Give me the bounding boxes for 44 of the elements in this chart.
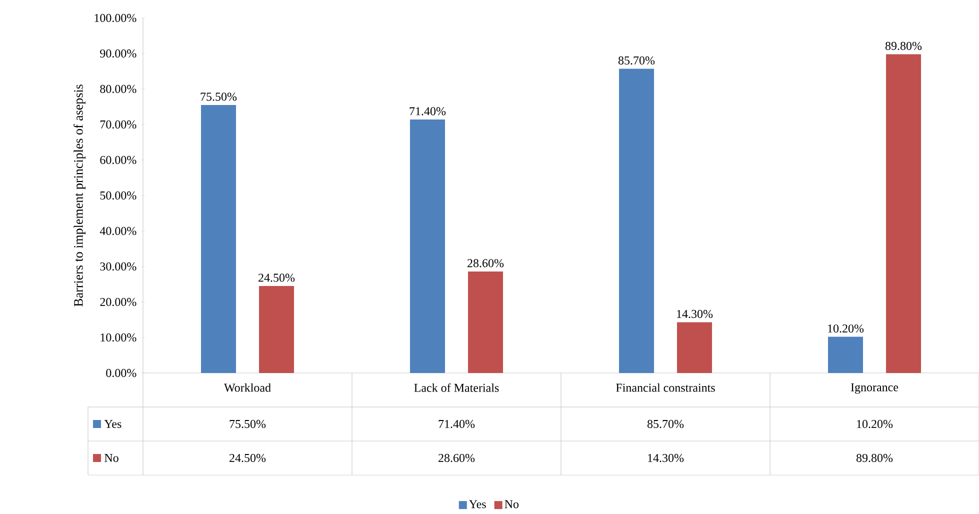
text: 24.50%	[258, 274, 295, 282]
data-label: 10.20%	[857, 420, 893, 428]
text: No	[104, 454, 118, 462]
bar	[201, 104, 236, 373]
bar	[259, 286, 294, 373]
y-tick-label: 90.00%	[100, 49, 136, 58]
text: 14.30%	[677, 310, 713, 318]
x-tick-label: Ignorance	[850, 383, 898, 394]
x-tick-label: Financial constraints	[616, 383, 715, 392]
legend-label: No	[504, 500, 519, 508]
bar	[410, 120, 446, 373]
x-tick-label: Workload	[224, 383, 271, 392]
y-tick-label: 30.00%	[100, 262, 136, 271]
bar	[677, 322, 712, 373]
legend-label: Yes	[104, 420, 122, 428]
bar	[828, 336, 864, 373]
y-tick-label: 70.00%	[100, 120, 136, 129]
text: 71.40%	[410, 107, 446, 116]
text: Yes	[469, 500, 486, 508]
bar	[886, 54, 922, 373]
y-tick-label: 40.00%	[100, 226, 136, 236]
data-label: 24.50%	[230, 454, 266, 462]
text: 85.70%	[618, 56, 655, 65]
y-tick-label: 0.00%	[106, 368, 136, 378]
data-label: 71.40%	[438, 420, 475, 428]
data-label: 89.80%	[856, 454, 893, 462]
text: 10.20%	[828, 324, 864, 333]
data-label: 85.70%	[647, 420, 684, 428]
data-label: 28.60%	[438, 454, 475, 462]
data-label: 75.50%	[230, 420, 266, 428]
x-tick-label: Lack of Materials	[414, 383, 499, 392]
y-axis-title: Barriers to implement principles of asepsis	[74, 84, 86, 306]
data-label: 14.30%	[648, 454, 684, 462]
y-tick-label: 10.00%	[100, 333, 136, 342]
bar	[619, 68, 654, 373]
text: 89.80%	[885, 42, 922, 50]
bar	[468, 271, 504, 373]
y-tick-label: 80.00%	[100, 84, 136, 94]
y-tick-label: 60.00%	[100, 156, 136, 164]
y-tick-label: 50.00%	[100, 191, 136, 200]
text: 28.60%	[468, 259, 504, 268]
text: 75.50%	[200, 92, 237, 101]
y-tick-label: 20.00%	[100, 298, 136, 306]
y-tick-label: 100.00%	[94, 14, 136, 22]
